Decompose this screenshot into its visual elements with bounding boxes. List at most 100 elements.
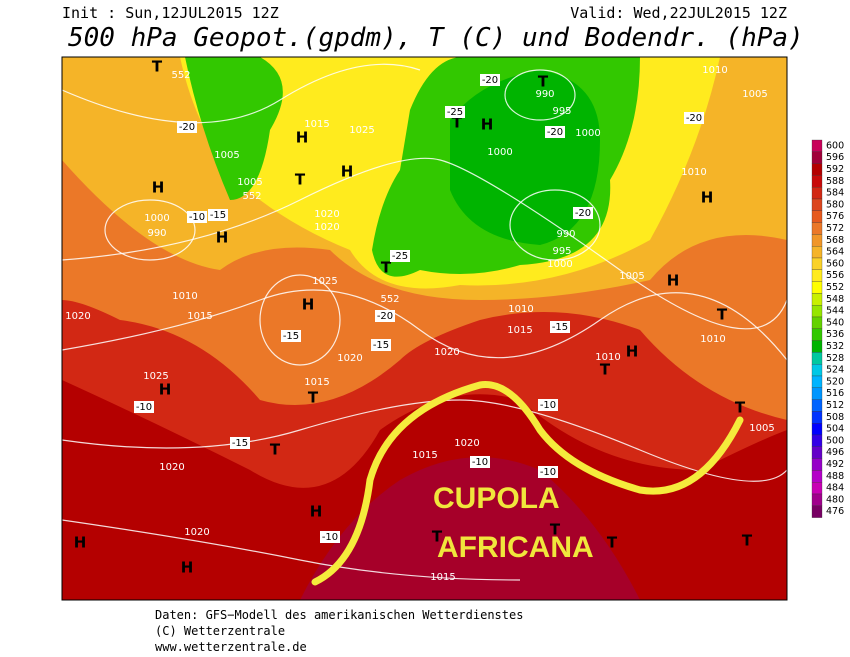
pressure-center: T [600,361,611,379]
isobar-label: 1000 [487,147,512,158]
isobar-label: 1010 [172,291,197,302]
label-box [573,207,593,219]
temperature-label: -15 [552,322,568,333]
footer-text: www.wetterzentrale.de [155,640,307,654]
label-box [320,531,340,543]
pressure-center: T [550,521,561,539]
pressure-center: H [159,381,172,399]
legend-swatch [811,493,823,506]
temperature-label: -20 [377,311,393,322]
label-box [371,339,391,351]
pressure-center: T [432,528,443,546]
legend-label: 528 [826,353,844,364]
isobar-label: 1025 [143,371,168,382]
legend-label: 500 [826,435,844,446]
label-box [187,211,207,223]
legend-label: 484 [826,483,844,494]
label-box [545,126,565,138]
temperature-label: -20 [547,127,563,138]
temperature-label: -10 [322,532,338,543]
contour [504,69,576,121]
legend-label: 592 [826,164,844,175]
annotation: AFRICANA [437,531,594,564]
legend-swatch [811,305,823,318]
isobar-label: 1005 [749,423,774,434]
pressure-center: T [452,114,463,132]
temperature-label: -15 [283,331,299,342]
pressure-center: H [626,343,639,361]
pressure-center: H [481,116,494,134]
temperature-label: -20 [686,113,702,124]
map-frame [61,56,788,601]
legend-label: 480 [826,494,844,505]
pressure-center: T [152,58,163,76]
legend-label: 544 [826,306,844,317]
pressure-center: H [152,179,165,197]
legend-label: 516 [826,388,844,399]
legend-label: 596 [826,152,844,163]
isobar-label: 995 [552,106,571,117]
legend-swatch [811,482,823,495]
label-box [208,209,228,221]
pressure-center: H [216,229,229,247]
label-box [684,112,704,124]
label-box [538,466,558,478]
annotation: CUPOLA [433,482,560,515]
label-box [281,330,301,342]
footer-text: Daten: GFS−Modell des amerikanischen Wet… [155,608,523,622]
isobar-label: 1015 [304,377,329,388]
legend-swatch [811,151,823,164]
legend-label: 560 [826,258,844,269]
legend-swatch [811,375,823,388]
legend-label: 580 [826,199,844,210]
legend-label: 556 [826,270,844,281]
temperature-label: -10 [540,400,556,411]
legend-swatch [811,458,823,471]
legend-label: 600 [826,140,844,151]
legend-swatch [811,246,823,259]
isobar-label: 1015 [187,311,212,322]
legend-label: 576 [826,211,844,222]
legend-swatch [811,198,823,211]
isobar-label: 990 [147,228,166,239]
isobar-label: 552 [380,294,399,305]
legend-swatch [811,163,823,176]
isobar-label: 1000 [547,259,572,270]
temperature-label: -15 [210,210,226,221]
pressure-center: T [270,441,281,459]
legend-swatch [811,470,823,483]
legend-label: 572 [826,223,844,234]
pressure-center: H [701,189,714,207]
isobar-label: 1020 [434,347,459,358]
isobar-label: 1020 [314,209,339,220]
pressure-center: T [735,399,746,417]
isobar-label: 1020 [454,438,479,449]
footer-text: (C) Wetterzentrale [155,624,285,638]
temperature-label: -10 [540,467,556,478]
isobar-label: 1005 [214,150,239,161]
contour [62,63,421,124]
pressure-center: H [310,503,323,521]
legend-swatch [811,340,823,353]
pressure-center: T [607,534,618,552]
isobar-label: 1025 [349,125,374,136]
isobar-label: 552 [171,70,190,81]
legend-swatch [811,187,823,200]
isobar-label: 1010 [702,65,727,76]
legend-label: 536 [826,329,844,340]
legend-swatch [811,222,823,235]
label-box [538,399,558,411]
temperature-label: -20 [575,208,591,219]
legend-swatch [811,210,823,223]
isobar-label: 1015 [304,119,329,130]
legend-label: 504 [826,424,844,435]
legend-label: 540 [826,317,844,328]
pressure-center: H [667,272,680,290]
legend-swatch [811,328,823,341]
contour [104,199,196,261]
legend-label: 584 [826,188,844,199]
contour [62,399,787,482]
legend-swatch [811,446,823,459]
